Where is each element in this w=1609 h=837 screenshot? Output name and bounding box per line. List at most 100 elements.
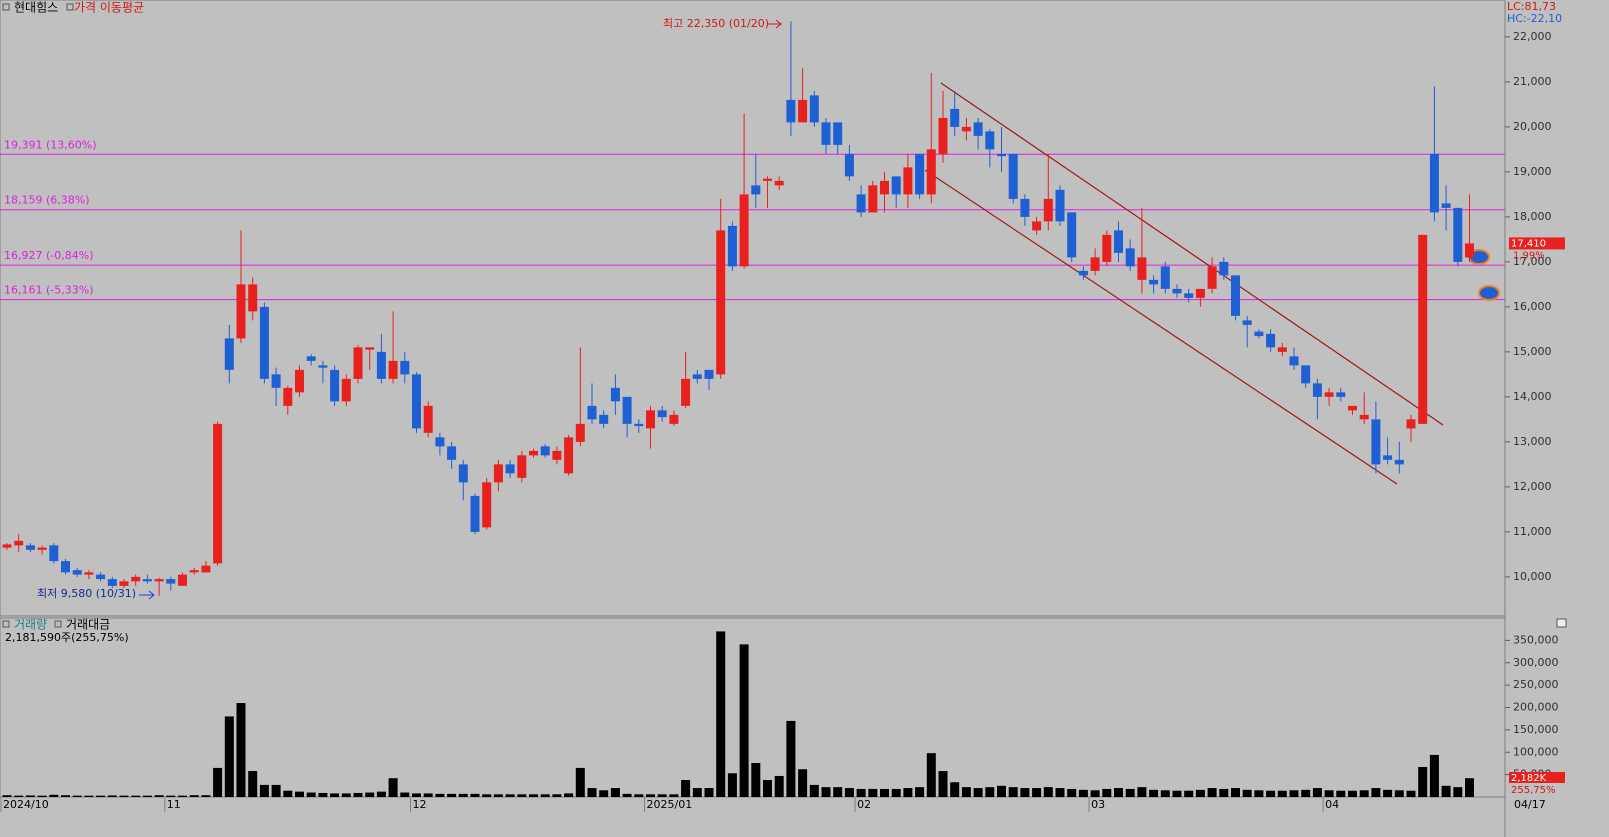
candle-body [1289,356,1299,366]
y-tick-label: 150,000 [1513,723,1559,736]
candle-body [1324,392,1334,397]
y-tick-label: 250,000 [1513,678,1559,691]
volume-bar [599,790,609,797]
indicator-hc: HC:-22,10 [1507,12,1562,25]
volume-bar [798,769,808,797]
volume-bar [844,788,854,797]
high-arrow [767,19,782,29]
candle-body [178,574,187,586]
volume-bar [610,788,620,797]
candle-body [1078,270,1088,276]
candle-body [564,437,574,474]
volume-bar [1172,790,1182,797]
candle-body [774,180,784,186]
y-tick-label: 10,000 [1513,570,1552,583]
candle-body [318,365,328,368]
y-tick-label: 300,000 [1513,656,1559,669]
x-tick-label: 2025/01 [647,798,693,811]
volume-bar [646,794,655,797]
y-tick-label: 18,000 [1513,210,1552,223]
candle-body [435,437,445,447]
y-tick-label: 350,000 [1513,633,1559,646]
volume-bar [1114,788,1123,797]
volume-bar [774,775,784,797]
volume-bar [470,793,480,797]
candle-body [891,176,901,195]
volume-bar [96,795,106,797]
x-tick-label: 11 [167,798,181,811]
candle-body [915,153,925,195]
volume-bar [49,794,59,797]
volume-bar [1184,790,1194,797]
candle-body [213,423,223,564]
volume-bar [1008,787,1018,797]
volume-bar [1301,789,1311,797]
volume-bar [61,795,70,797]
candle-body [1207,266,1217,289]
volume-bar [704,788,714,797]
candle-body [669,414,679,424]
candle-body [201,565,211,573]
candle-body [1465,243,1474,258]
candle-body [1102,234,1112,262]
x-tick-label: 04 [1325,798,1339,811]
candle-body [938,117,948,154]
volume-bar [248,771,258,797]
candle-body [610,387,620,402]
candle-body [1090,257,1100,271]
volume-bar [681,779,691,797]
volume-bar [201,795,211,797]
volume-bar [213,767,223,797]
level-label: 16,927 (-0,84%) [4,249,93,262]
candle-body [306,356,316,361]
candle-body [1371,419,1381,465]
candle-body [716,230,726,375]
candle-body [1254,331,1264,337]
candle-body [1114,230,1123,253]
volume-bar [669,794,679,797]
y-tick-label: 11,000 [1513,525,1552,538]
volume-bar [84,795,94,797]
volume-bar [1254,790,1264,797]
candle-body [1301,365,1311,384]
last-price-label: 17,410 [1511,238,1546,249]
candle-body [657,410,667,418]
candle-body [868,185,878,213]
volume-bar [727,773,737,797]
volume-bar [306,792,316,797]
volume-bar [915,787,925,797]
y-tick-label: 16,000 [1513,300,1552,313]
volume-bar [517,794,527,797]
panel-button[interactable] [1556,618,1567,628]
volume-bar [236,703,246,797]
y-tick-label: 100,000 [1513,745,1559,758]
volume-legend: 거래량 [14,618,47,632]
candle-body [37,547,47,550]
candle-body [84,572,94,575]
volume-bar [763,779,772,797]
volume-last-label: 2,182K [1511,773,1547,784]
volume-bar [505,794,515,797]
volume-bar [412,793,421,797]
candle-body [423,405,433,433]
volume-bar [692,788,702,797]
volume-bar [131,795,141,797]
candle-body [1032,221,1042,231]
volume-bar [786,720,796,797]
low-arrow [139,590,155,600]
volume-last-box [1509,772,1565,783]
volume-bar [388,778,398,797]
candle-body [1149,279,1159,285]
x-tick-label: 2024/10 [3,798,49,811]
volume-bar [751,762,761,797]
candle-body [1125,248,1135,267]
volume-bar [283,790,293,797]
candle-body [587,405,597,420]
candle-body [622,396,632,424]
candle-body [341,378,351,402]
level-label: 19,391 (13,60%) [4,138,97,151]
candle-body [1055,189,1065,222]
volume-bar [856,788,866,797]
candle-body [833,122,843,145]
level-label: 18,159 (6,38%) [4,194,90,207]
